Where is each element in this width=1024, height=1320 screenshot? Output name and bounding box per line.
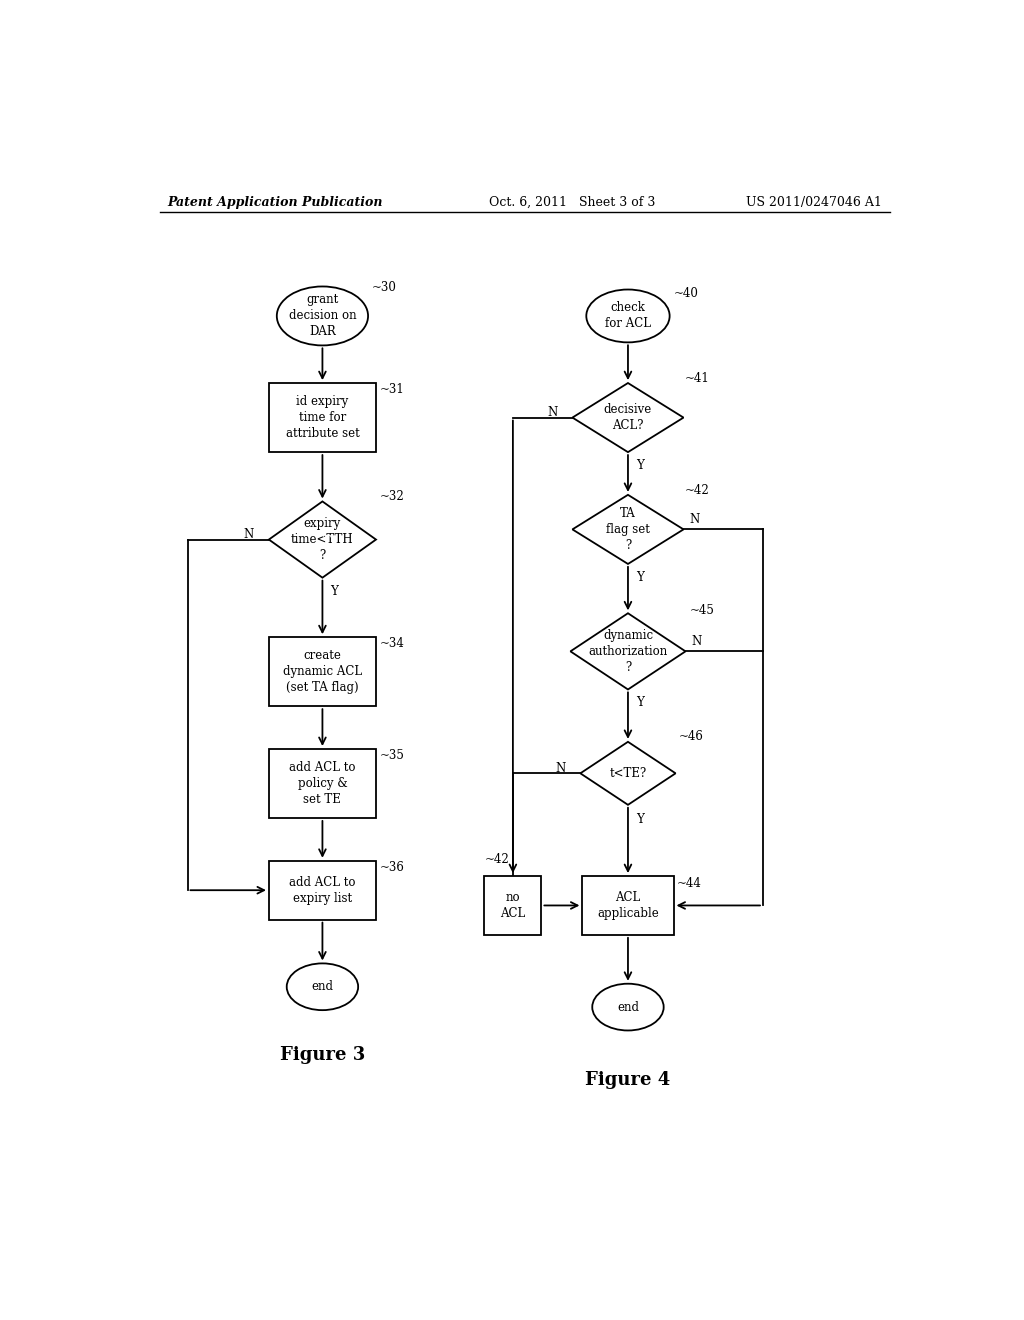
Text: Y: Y [636,570,644,583]
Text: T: T [323,535,331,548]
Text: US 2011/0247046 A1: US 2011/0247046 A1 [746,195,882,209]
Text: Patent Application Publication: Patent Application Publication [168,195,383,209]
Text: ~34: ~34 [380,636,404,649]
Text: end: end [617,1001,639,1014]
Text: ~35: ~35 [380,748,404,762]
Text: add ACL to
expiry list: add ACL to expiry list [289,875,355,904]
Text: dynamic
authorization
?: dynamic authorization ? [589,628,668,673]
Bar [484,876,542,935]
Ellipse shape [587,289,670,342]
Text: ~30: ~30 [372,281,396,294]
Text: Y: Y [636,696,644,709]
Text: create
dynamic ACL
(set TA flag): create dynamic ACL (set TA flag) [283,649,362,694]
Text: Y: Y [636,813,644,825]
Text: ~45: ~45 [690,605,715,618]
Text: Y: Y [331,585,338,598]
Text: check
for ACL: check for ACL [605,301,651,330]
Text: Figure 4: Figure 4 [586,1072,671,1089]
Text: decisive
ACL?: decisive ACL? [604,403,652,432]
Text: id expiry
time for
attribute set: id expiry time for attribute set [286,395,359,440]
Text: N: N [547,407,557,418]
Bar [269,383,376,453]
Text: N: N [555,762,565,775]
Text: TA
flag set
?: TA flag set ? [606,507,650,552]
Text: ~46: ~46 [679,730,703,743]
Text: end: end [311,981,334,993]
Text: N: N [692,635,702,648]
Text: t<TE?: t<TE? [609,767,646,780]
Polygon shape [269,502,376,578]
Bar [269,638,376,706]
Polygon shape [581,742,676,805]
Text: add ACL to
policy &
set TE: add ACL to policy & set TE [289,762,355,807]
Ellipse shape [276,286,368,346]
Text: expiry
time<TTH
?: expiry time<TTH ? [291,517,353,562]
Bar [583,876,674,935]
Polygon shape [570,614,685,689]
Text: ~44: ~44 [677,876,702,890]
Ellipse shape [287,964,358,1010]
Text: Figure 3: Figure 3 [280,1045,366,1064]
Text: ~42: ~42 [685,484,710,498]
Text: ~42: ~42 [484,853,509,866]
Text: N: N [690,512,700,525]
Text: Y: Y [636,459,644,471]
Text: N: N [244,528,254,541]
Ellipse shape [592,983,664,1031]
Bar [269,861,376,920]
Bar [269,748,376,818]
Polygon shape [572,383,684,453]
Text: no
ACL: no ACL [501,891,525,920]
Text: Oct. 6, 2011   Sheet 3 of 3: Oct. 6, 2011 Sheet 3 of 3 [489,195,655,209]
Text: ACL
applicable: ACL applicable [597,891,658,920]
Text: ~41: ~41 [685,372,710,385]
Text: ~40: ~40 [674,286,698,300]
Text: ~36: ~36 [380,862,404,874]
Text: ~32: ~32 [380,490,404,503]
Polygon shape [572,495,684,564]
Text: grant
decision on
DAR: grant decision on DAR [289,293,356,338]
Text: ~31: ~31 [380,383,404,396]
